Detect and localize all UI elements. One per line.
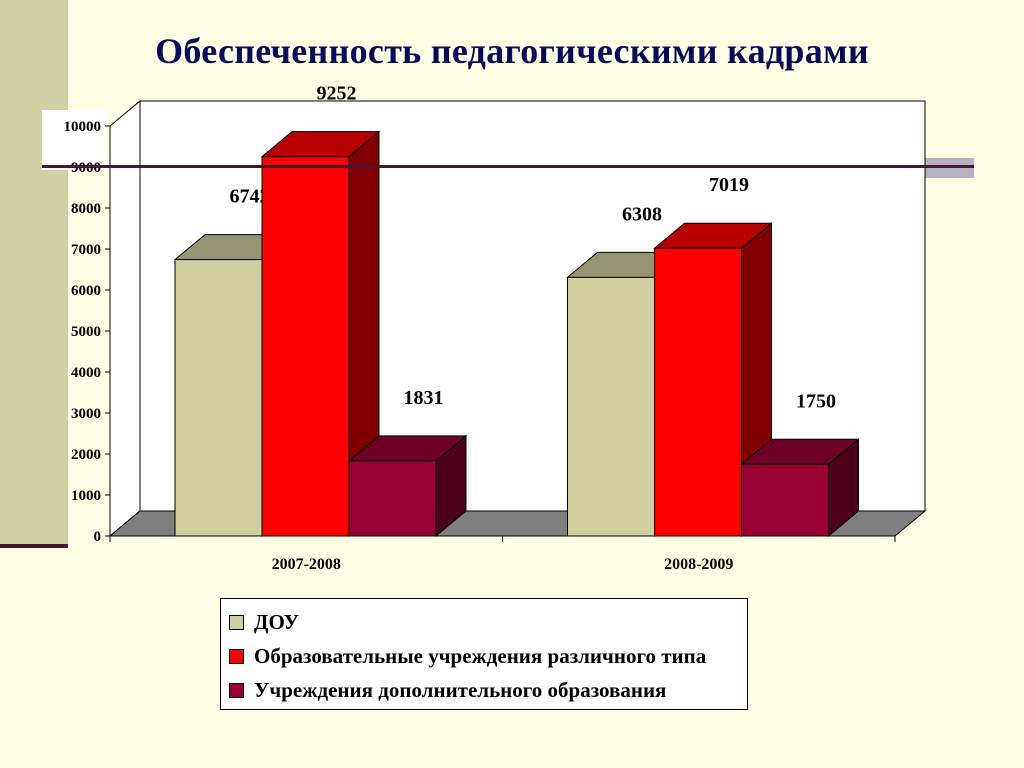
data-label: 6742 — [230, 186, 270, 208]
y-tick-label: 2000 — [71, 447, 101, 463]
bar — [654, 247, 742, 537]
bar — [261, 156, 350, 537]
decorative-gray-bar-line — [768, 165, 974, 168]
legend-label-dou: ДОУ — [254, 609, 300, 634]
y-tick-label: 8000 — [71, 201, 101, 217]
y-tick-label: 0 — [94, 529, 102, 545]
legend-swatch-dou — [229, 614, 244, 630]
bar — [348, 460, 437, 537]
data-label: 9252 — [317, 83, 357, 105]
data-label: 7019 — [709, 174, 749, 196]
y-tick-label: 6000 — [71, 283, 101, 299]
bar — [741, 463, 829, 537]
data-label: 1831 — [404, 387, 444, 409]
chart-legend: ДОУ Образовательные учреждения различног… — [220, 598, 748, 710]
x-tick-label: 2008-2009 — [664, 556, 733, 573]
legend-label-additional: Учреждения дополнительного образования — [254, 677, 667, 702]
y-tick-label: 3000 — [71, 406, 101, 422]
decorative-title-line — [42, 165, 974, 168]
bar — [567, 276, 655, 537]
x-tick-label: 2007-2008 — [272, 556, 341, 573]
y-tick-label: 1000 — [71, 488, 101, 504]
y-tick-label: 5000 — [71, 324, 101, 340]
y-tick-label: 7000 — [71, 242, 101, 258]
legend-item-additional: Учреждения дополнительного образования — [229, 673, 747, 707]
legend-swatch-additional — [229, 682, 244, 698]
legend-item-dou: ДОУ — [229, 605, 747, 639]
data-label: 1750 — [796, 390, 836, 412]
page-title: Обеспеченность педагогическими кадрами — [155, 31, 869, 71]
legend-label-educational: Образовательные учреждения различного ти… — [254, 643, 707, 668]
decorative-side-line — [0, 544, 68, 548]
legend-item-educational: Образовательные учреждения различного ти… — [229, 639, 747, 673]
bar — [174, 259, 263, 537]
y-tick-label: 10000 — [64, 119, 102, 135]
axis-label-background — [42, 110, 106, 170]
data-label: 6308 — [622, 203, 662, 225]
y-tick-label: 4000 — [71, 365, 101, 381]
legend-swatch-educational — [229, 648, 244, 664]
y-tick-label: 9000 — [71, 160, 101, 176]
decorative-side-bar — [0, 0, 68, 544]
